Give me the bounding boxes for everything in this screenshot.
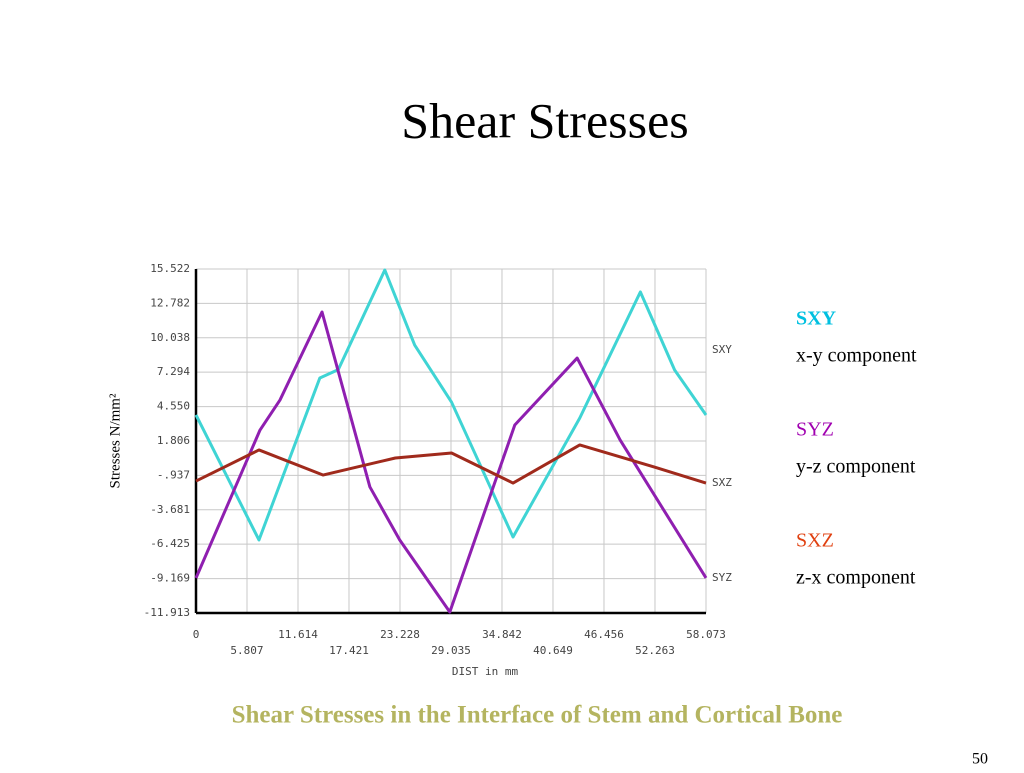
page-number: 50 (972, 751, 988, 768)
y-tick-label: -6.425 (150, 537, 190, 550)
y-tick-label: -.937 (157, 468, 190, 481)
y-tick-label: 10.038 (150, 331, 190, 344)
y-tick-label: 4.550 (157, 400, 190, 413)
x-tick-label: 29.035 (431, 644, 471, 657)
legend-name: SYZ (796, 419, 834, 441)
y-tick-label: 12.782 (150, 296, 190, 309)
y-tick-label: 7.294 (157, 365, 190, 378)
legend-name: SXY (796, 308, 837, 330)
slide-title: Shear Stresses (401, 92, 688, 148)
y-tick-label: -9.169 (150, 572, 190, 585)
series-end-label: SXY (712, 343, 732, 356)
y-tick-label: -11.913 (144, 606, 190, 619)
x-tick-label: 40.649 (533, 644, 573, 657)
x-tick-label: 11.614 (278, 628, 318, 641)
x-axis-label: DIST in mm (452, 665, 519, 678)
x-tick-label: 46.456 (584, 628, 624, 641)
x-tick-label: 34.842 (482, 628, 522, 641)
x-tick-label: 5.807 (230, 644, 263, 657)
series-line (195, 443, 707, 485)
series-end-label: SYZ (712, 571, 732, 584)
series-line (194, 268, 708, 542)
legend-description: x-y component (796, 345, 917, 367)
x-tick-label: 58.073 (686, 628, 726, 641)
y-tick-label: -3.681 (150, 503, 190, 516)
series-end-label: SXZ (712, 476, 732, 489)
x-tick-label: 52.263 (635, 644, 675, 657)
y-tick-label: 15.522 (150, 262, 190, 275)
legend-description: y-z component (796, 456, 916, 478)
x-tick-label: 17.421 (329, 644, 369, 657)
caption: Shear Stresses in the Interface of Stem … (232, 702, 843, 729)
y-axis-label: Stresses N/mm² (107, 393, 123, 488)
y-tick-label: 1.806 (157, 434, 190, 447)
series-line (194, 310, 708, 614)
legend-description: z-x component (796, 567, 916, 589)
x-tick-label: 23.228 (380, 628, 420, 641)
x-tick-label: 0 (193, 628, 200, 641)
legend-name: SXZ (796, 530, 834, 552)
